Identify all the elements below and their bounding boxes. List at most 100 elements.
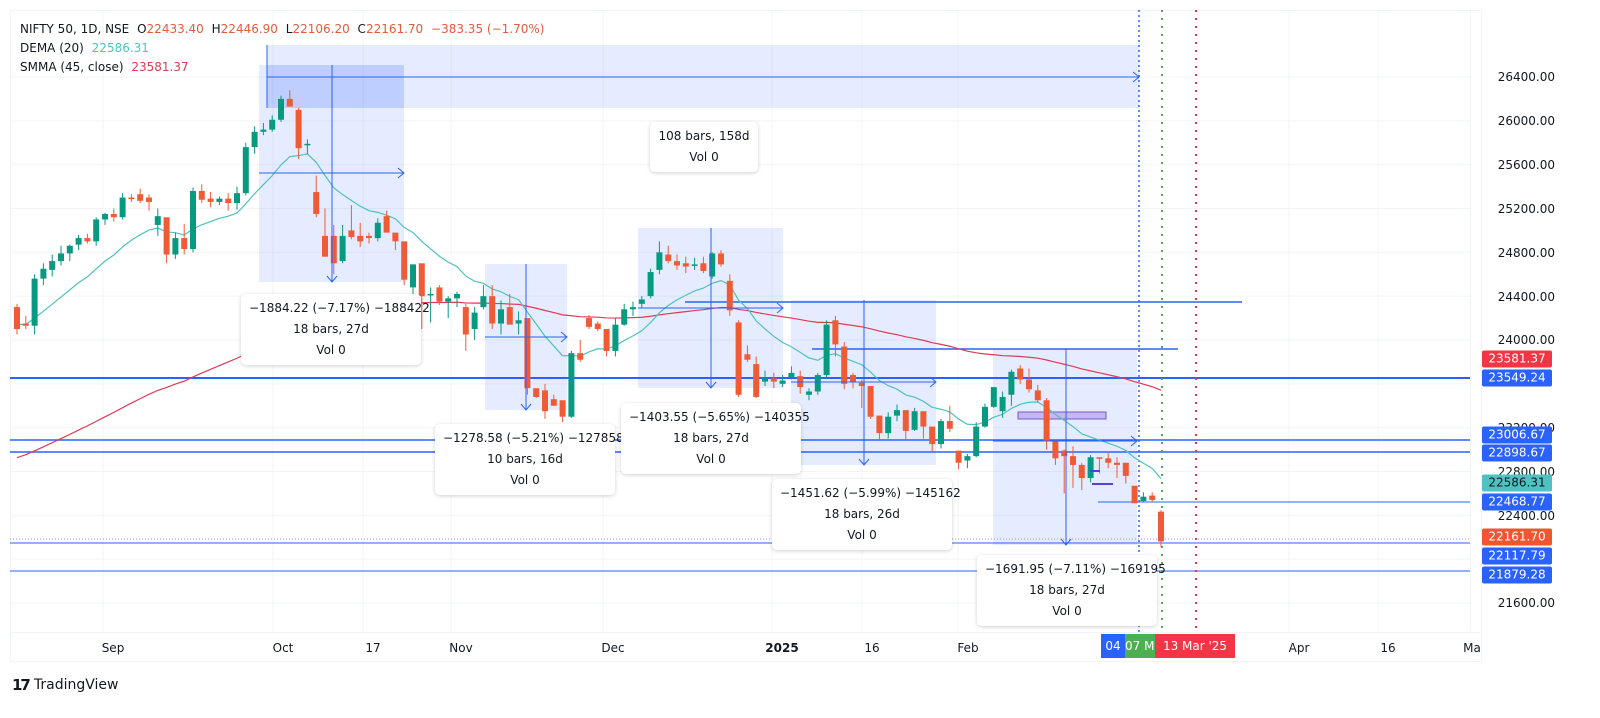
tradingview-logo-icon: 17 — [12, 676, 31, 694]
measure-label-5[interactable]: −1691.95 (−7.11%) −169195 18 bars, 27d V… — [977, 555, 1166, 626]
price-tick: 22400.00 — [1497, 509, 1555, 523]
candle-down — [726, 280, 733, 311]
price-tick: 24400.00 — [1497, 290, 1555, 304]
candle-down — [198, 190, 205, 200]
candle-down — [146, 197, 152, 202]
price-tick: 26000.00 — [1497, 114, 1555, 128]
candle-down — [770, 378, 777, 382]
level-price-tag: 21879.28 — [1482, 566, 1552, 584]
measure-label-1[interactable]: −1884.22 (−7.17%) −188422 18 bars, 27d V… — [241, 294, 430, 365]
candle-down — [524, 318, 531, 389]
measure-bars: 108 bars, 158d — [658, 129, 750, 143]
candle-down — [858, 382, 865, 387]
time-tick: 17 — [365, 641, 381, 655]
candle-up — [788, 372, 795, 378]
smma-legend-row[interactable]: SMMA (45, close) 23581.37 — [20, 58, 544, 77]
candle-up — [190, 190, 196, 250]
candle-up — [709, 253, 716, 277]
candle-up — [75, 238, 82, 245]
candle-down — [929, 426, 936, 445]
change-value: −383.35 (−1.70%) — [431, 22, 545, 36]
low-label: L — [285, 22, 293, 36]
candle-up — [894, 410, 900, 416]
level-price-tag: 23549.24 — [1482, 369, 1552, 387]
measure-label-2[interactable]: −1278.58 (−5.21%) −127858 10 bars, 16d V… — [435, 424, 624, 495]
candle-down — [586, 318, 592, 327]
open-label: O — [137, 22, 147, 36]
high-label: H — [211, 22, 221, 36]
candle-up — [49, 261, 56, 270]
price-tick: 26400.00 — [1497, 70, 1555, 84]
candle-up — [269, 119, 276, 130]
candle-down — [603, 329, 610, 351]
ohlc-row[interactable]: NIFTY 50, 1D, NSE O22433.40 H22446.90 L2… — [20, 20, 544, 39]
candle-down — [1078, 464, 1085, 479]
candle-up — [374, 222, 381, 239]
candle-down — [1017, 368, 1024, 380]
measure-change: −1403.55 (−5.65%) −140355 — [629, 410, 810, 424]
candle-up — [172, 238, 179, 255]
candle-up — [102, 213, 108, 220]
candle-down — [22, 323, 29, 326]
candle-down — [225, 198, 232, 204]
arrowhead — [929, 376, 937, 388]
measure-label-4[interactable]: −1451.62 (−5.99%) −145162 18 bars, 26d V… — [772, 479, 961, 550]
candle-up — [66, 245, 73, 254]
price-tick: 25600.00 — [1497, 158, 1555, 172]
candle-down — [1131, 485, 1138, 504]
measure-change: −1884.22 (−7.17%) −188422 — [249, 301, 430, 315]
level-price-tag: 23006.67 — [1482, 426, 1552, 444]
arrowhead — [326, 275, 338, 283]
high-value: 22446.90 — [220, 22, 278, 36]
measure-change: −1691.95 (−7.11%) −169195 — [985, 562, 1166, 576]
symbol-name[interactable]: NIFTY 50, 1D, NSE — [20, 22, 130, 36]
candle-up — [93, 219, 100, 242]
dema-label: DEMA (20) — [20, 41, 84, 55]
candle-down — [920, 411, 927, 427]
time-tick: Sep — [101, 641, 125, 655]
candle-down — [436, 287, 443, 302]
smma-price-tag: 23581.37 — [1482, 350, 1552, 368]
candle-up — [242, 147, 249, 194]
candle-down — [418, 263, 425, 297]
time-axis[interactable]: Sep Oct 17 Nov Dec 2025 16 Feb Apr 16 Ma — [10, 632, 1481, 661]
candle-up — [779, 380, 786, 384]
candle-up — [823, 324, 830, 376]
measure-label-3[interactable]: −1403.55 (−5.65%) −140355 18 bars, 27d V… — [621, 403, 810, 474]
measure-vol: Vol 0 — [847, 528, 877, 542]
candle-down — [286, 98, 293, 107]
open-value: 22433.40 — [146, 22, 204, 36]
arrowhead — [520, 403, 532, 411]
measure-vol: Vol 0 — [510, 473, 540, 487]
candle-up — [568, 353, 575, 417]
low-value: 22106.20 — [292, 22, 350, 36]
candle-up — [154, 216, 161, 225]
candle-up — [58, 253, 64, 262]
candle-down — [674, 261, 680, 266]
candle-down — [1070, 456, 1076, 465]
measure-label-long[interactable]: 108 bars, 158d Vol 0 — [650, 122, 758, 172]
time-tick: Dec — [601, 641, 625, 655]
candle-down — [401, 241, 408, 280]
candle-down — [841, 346, 848, 384]
candle-up — [911, 411, 918, 430]
candle-down — [322, 235, 328, 257]
arrowhead — [1132, 71, 1140, 83]
dema-legend-row[interactable]: DEMA (20) 22586.31 — [20, 39, 544, 58]
chart-frame[interactable] — [10, 10, 1482, 662]
candle-down — [313, 192, 320, 214]
dema-value: 22586.31 — [91, 41, 149, 55]
arrowhead — [560, 331, 568, 343]
candle-down — [207, 198, 214, 202]
candle-up — [630, 307, 636, 310]
candle-up — [454, 293, 460, 299]
candle-up — [762, 378, 768, 382]
tradingview-brand[interactable]: 17 TradingView — [12, 676, 118, 694]
candle-down — [1026, 379, 1032, 390]
candle-up — [251, 131, 258, 148]
candle-down — [1122, 462, 1129, 476]
candle-down — [700, 263, 707, 271]
candle-up — [638, 299, 645, 304]
candle-down — [137, 194, 144, 201]
